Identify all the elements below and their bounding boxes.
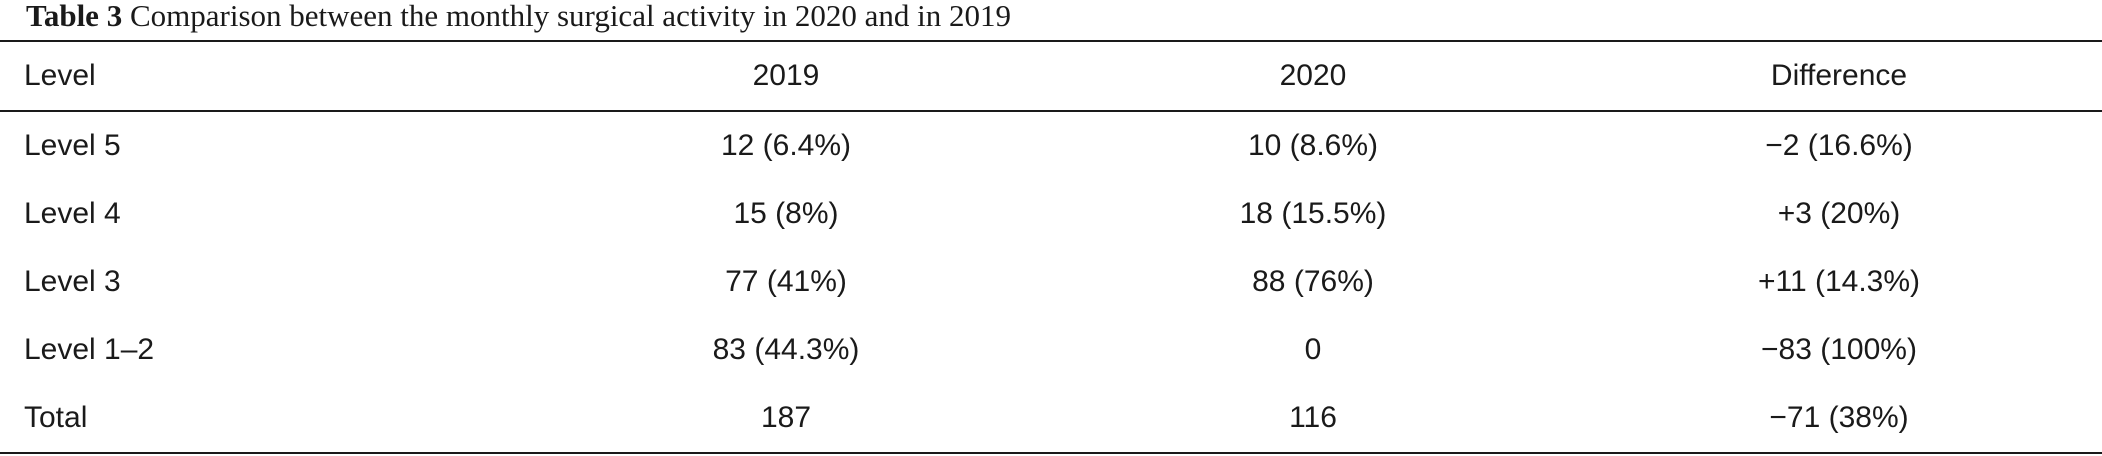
cell-2020: 10 (8.6%) <box>1247 129 1379 162</box>
cell-2019: 15 (8%) <box>733 197 839 230</box>
table-top-rule <box>0 40 2102 42</box>
cell-2020: 18 (15.5%) <box>1239 197 1387 230</box>
table-caption: Table 3 Comparison between the monthly s… <box>26 0 1011 36</box>
cell-difference: −71 (38%) <box>1769 401 1909 434</box>
surgical-activity-table: Level 2019 2020 Difference Level 5 12 (6… <box>0 42 2102 434</box>
cell-level: Level 3 <box>24 265 121 298</box>
table-bottom-rule <box>0 452 2102 454</box>
cell-2020: 116 <box>1289 401 1337 434</box>
cell-level: Level 4 <box>24 197 121 230</box>
table-row: Level 5 12 (6.4%) 10 (8.6%) −2 (16.6%) <box>0 112 2102 180</box>
table-caption-text: Comparison between the monthly surgical … <box>129 0 1012 33</box>
table-header-rule <box>0 110 2102 112</box>
cell-difference: +3 (20%) <box>1777 197 1901 230</box>
table-row-total: Total 187 116 −71 (38%) <box>0 384 2102 452</box>
cell-2019: 77 (41%) <box>725 265 847 298</box>
cell-2020: 88 (76%) <box>1252 265 1374 298</box>
cell-difference: +11 (14.3%) <box>1757 265 1921 298</box>
table-row: Level 1–2 83 (44.3%) 0 −83 (100%) <box>0 316 2102 384</box>
cell-2019: 12 (6.4%) <box>720 129 852 162</box>
table-row: Level 4 15 (8%) 18 (15.5%) +3 (20%) <box>0 180 2102 248</box>
cell-level: Level 5 <box>24 129 121 162</box>
table-body: Level 5 12 (6.4%) 10 (8.6%) −2 (16.6%) L… <box>0 112 2102 452</box>
header-2019: 2019 <box>752 59 820 92</box>
table-row: Level 3 77 (41%) 88 (76%) +11 (14.3%) <box>0 248 2102 316</box>
cell-2019: 83 (44.3%) <box>712 333 860 366</box>
cell-difference: −83 (100%) <box>1761 333 1917 366</box>
header-level: Level <box>24 59 96 92</box>
header-difference: Difference <box>1770 59 1908 92</box>
cell-level: Total <box>24 401 88 434</box>
table-header-row: Level 2019 2020 Difference <box>0 42 2102 110</box>
cell-2019: 187 <box>760 401 812 434</box>
table-caption-label: Table 3 <box>26 0 123 33</box>
header-2020: 2020 <box>1279 59 1347 92</box>
cell-difference: −2 (16.6%) <box>1765 129 1913 162</box>
cell-level: Level 1–2 <box>24 333 155 366</box>
cell-2020: 0 <box>1304 333 1322 366</box>
